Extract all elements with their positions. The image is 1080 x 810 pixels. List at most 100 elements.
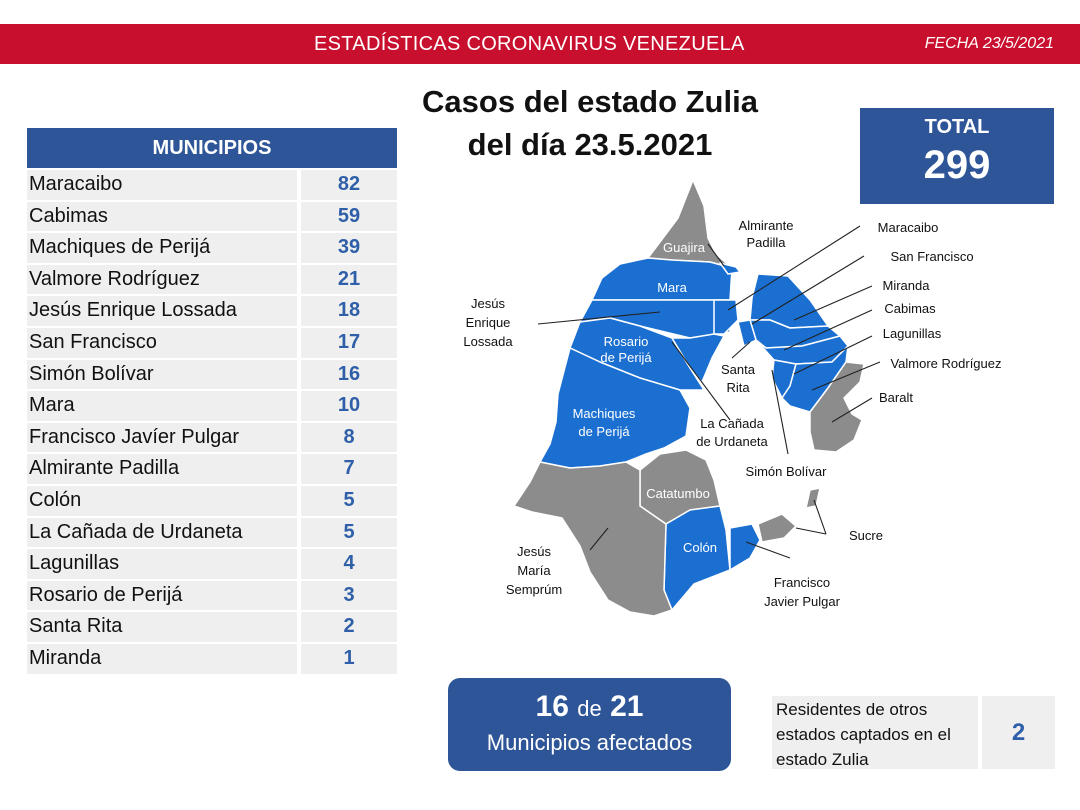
municipios-table: MUNICIPIOS Maracaibo 82 Cabimas 59 Machiques…: [27, 128, 397, 674]
total-label: TOTAL: [924, 116, 990, 138]
label-valmore: Valmore Rodríguez: [890, 356, 1001, 371]
table-row: Maracaibo 82: [27, 170, 397, 200]
municipio-name: Lagunillas: [27, 549, 297, 579]
label-miranda: Miranda: [883, 278, 931, 293]
label-santa-rita-1: Santa: [721, 362, 756, 377]
table-row: Valmore Rodríguez 21: [27, 264, 397, 295]
label-machiques-1: Machiques: [573, 406, 636, 421]
affected-count: 16: [535, 690, 569, 723]
map-region-sucre: [757, 487, 821, 543]
label-machiques-2: de Perijá: [578, 424, 630, 439]
table-row: Lagunillas 4: [27, 549, 397, 579]
municipio-cases: 59: [301, 201, 397, 232]
municipio-name: Cabimas: [27, 201, 297, 232]
label-baralt: Baralt: [879, 390, 913, 405]
municipio-name: Rosario de Perijá: [27, 580, 297, 611]
municipio-cases: 39: [301, 233, 397, 263]
table-row: San Francisco 17: [27, 327, 397, 358]
municipio-name: Jesús Enrique Lossada: [27, 296, 297, 326]
label-canada-2: de Urdaneta: [696, 434, 768, 449]
map-region-machiques: [539, 347, 691, 469]
label-san-francisco: San Francisco: [890, 249, 973, 264]
table-row: Mara 10: [27, 391, 397, 421]
label-mara: Mara: [657, 280, 687, 295]
municipio-name: Almirante Padilla: [27, 454, 297, 484]
header-title: ESTADÍSTICAS CORONAVIRUS VENEZUELA: [314, 33, 745, 55]
municipio-name: Simón Bolívar: [27, 359, 297, 390]
label-catatumbo: Catatumbo: [646, 486, 710, 501]
label-rosario-2: de Perijá: [600, 350, 652, 365]
label-sucre: Sucre: [849, 528, 883, 543]
municipio-cases: 3: [301, 580, 397, 611]
map-region-francisco-javier-pulgar: [729, 523, 761, 571]
municipio-name: San Francisco: [27, 327, 297, 358]
municipio-cases: 2: [301, 612, 397, 642]
label-jel-1: Jesús: [471, 296, 505, 311]
label-jms-1: Jesús: [517, 544, 551, 559]
affected-count-line: 16 de 21: [448, 690, 731, 724]
residents-text: Residentes de otros estados captados en …: [772, 696, 978, 769]
table-row: Francisco Javíer Pulgar 8: [27, 422, 397, 453]
table-row: Machiques de Perijá 39: [27, 233, 397, 263]
label-lagunillas: Lagunillas: [883, 326, 942, 341]
municipio-name: Valmore Rodríguez: [27, 264, 297, 295]
affected-label: Municipios afectados: [486, 730, 693, 755]
table-row: Jesús Enrique Lossada 18: [27, 296, 397, 326]
label-fjp-2: Javier Pulgar: [764, 594, 841, 609]
table-row: Santa Rita 2: [27, 612, 397, 642]
table-row: Cabimas 59: [27, 201, 397, 232]
municipio-cases: 5: [301, 517, 397, 548]
label-almirante-1: Almirante: [739, 218, 794, 233]
municipio-name: Miranda: [27, 643, 297, 674]
municipio-name: Francisco Javíer Pulgar: [27, 422, 297, 453]
municipio-cases: 82: [301, 170, 397, 200]
map-region-jesus-maria-semprum: [513, 461, 673, 617]
label-guajira: Guajira: [663, 240, 706, 255]
municipio-name: Colón: [27, 485, 297, 516]
map-region-almirante-padilla: [719, 262, 741, 275]
page-title-line1: Casos del estado Zulia: [422, 84, 758, 119]
affected-of: de: [577, 696, 602, 721]
municipio-cases: 4: [301, 549, 397, 579]
label-cabimas: Cabimas: [884, 301, 936, 316]
table-header: MUNICIPIOS: [27, 128, 397, 168]
municipio-cases: 17: [301, 327, 397, 358]
municipio-name: Machiques de Perijá: [27, 233, 297, 263]
label-jel-2: Enrique: [466, 315, 511, 330]
residents-value: 2: [982, 696, 1055, 769]
label-santa-rita-2: Rita: [726, 380, 750, 395]
label-rosario-1: Rosario: [604, 334, 649, 349]
municipio-cases: 1: [301, 643, 397, 674]
table-row: La Cañada de Urdaneta 5: [27, 517, 397, 548]
municipio-cases: 16: [301, 359, 397, 390]
municipio-cases: 5: [301, 485, 397, 516]
municipio-cases: 21: [301, 264, 397, 295]
table-row: Rosario de Perijá 3: [27, 580, 397, 611]
label-almirante-2: Padilla: [746, 235, 786, 250]
label-maracaibo: Maracaibo: [878, 220, 939, 235]
map-region-colon: [663, 505, 731, 611]
affected-total: 21: [610, 690, 644, 723]
municipio-name: La Cañada de Urdaneta: [27, 517, 297, 548]
label-jms-2: María: [517, 563, 551, 578]
table-row: Colón 5: [27, 485, 397, 516]
municipio-name: Mara: [27, 391, 297, 421]
table-row: Almirante Padilla 7: [27, 454, 397, 484]
label-simon-bolivar: Simón Bolívar: [746, 464, 828, 479]
page-title-line2: del día 23.5.2021: [467, 127, 713, 162]
total-value: 299: [923, 143, 991, 187]
municipio-cases: 7: [301, 454, 397, 484]
affected-box: 16 de 21 Municipios afectados: [448, 678, 731, 771]
header-bar: ESTADÍSTICAS CORONAVIRUS VENEZUELA FECHA…: [0, 24, 1080, 64]
total-box: TOTAL 299: [860, 108, 1054, 204]
zulia-map: Guajira Mara Rosario de Perijá Machiques…: [463, 179, 1002, 617]
municipio-name: Maracaibo: [27, 170, 297, 200]
label-jel-3: Lossada: [463, 334, 513, 349]
municipio-cases: 18: [301, 296, 397, 326]
page-title: Casos del estado Zulia del día 23.5.2021: [400, 80, 780, 166]
label-canada-1: La Cañada: [700, 416, 764, 431]
map-region-baralt: [809, 361, 865, 453]
table-row: Miranda 1: [27, 643, 397, 674]
map-region-la-canada: [671, 333, 725, 383]
municipio-cases: 10: [301, 391, 397, 421]
